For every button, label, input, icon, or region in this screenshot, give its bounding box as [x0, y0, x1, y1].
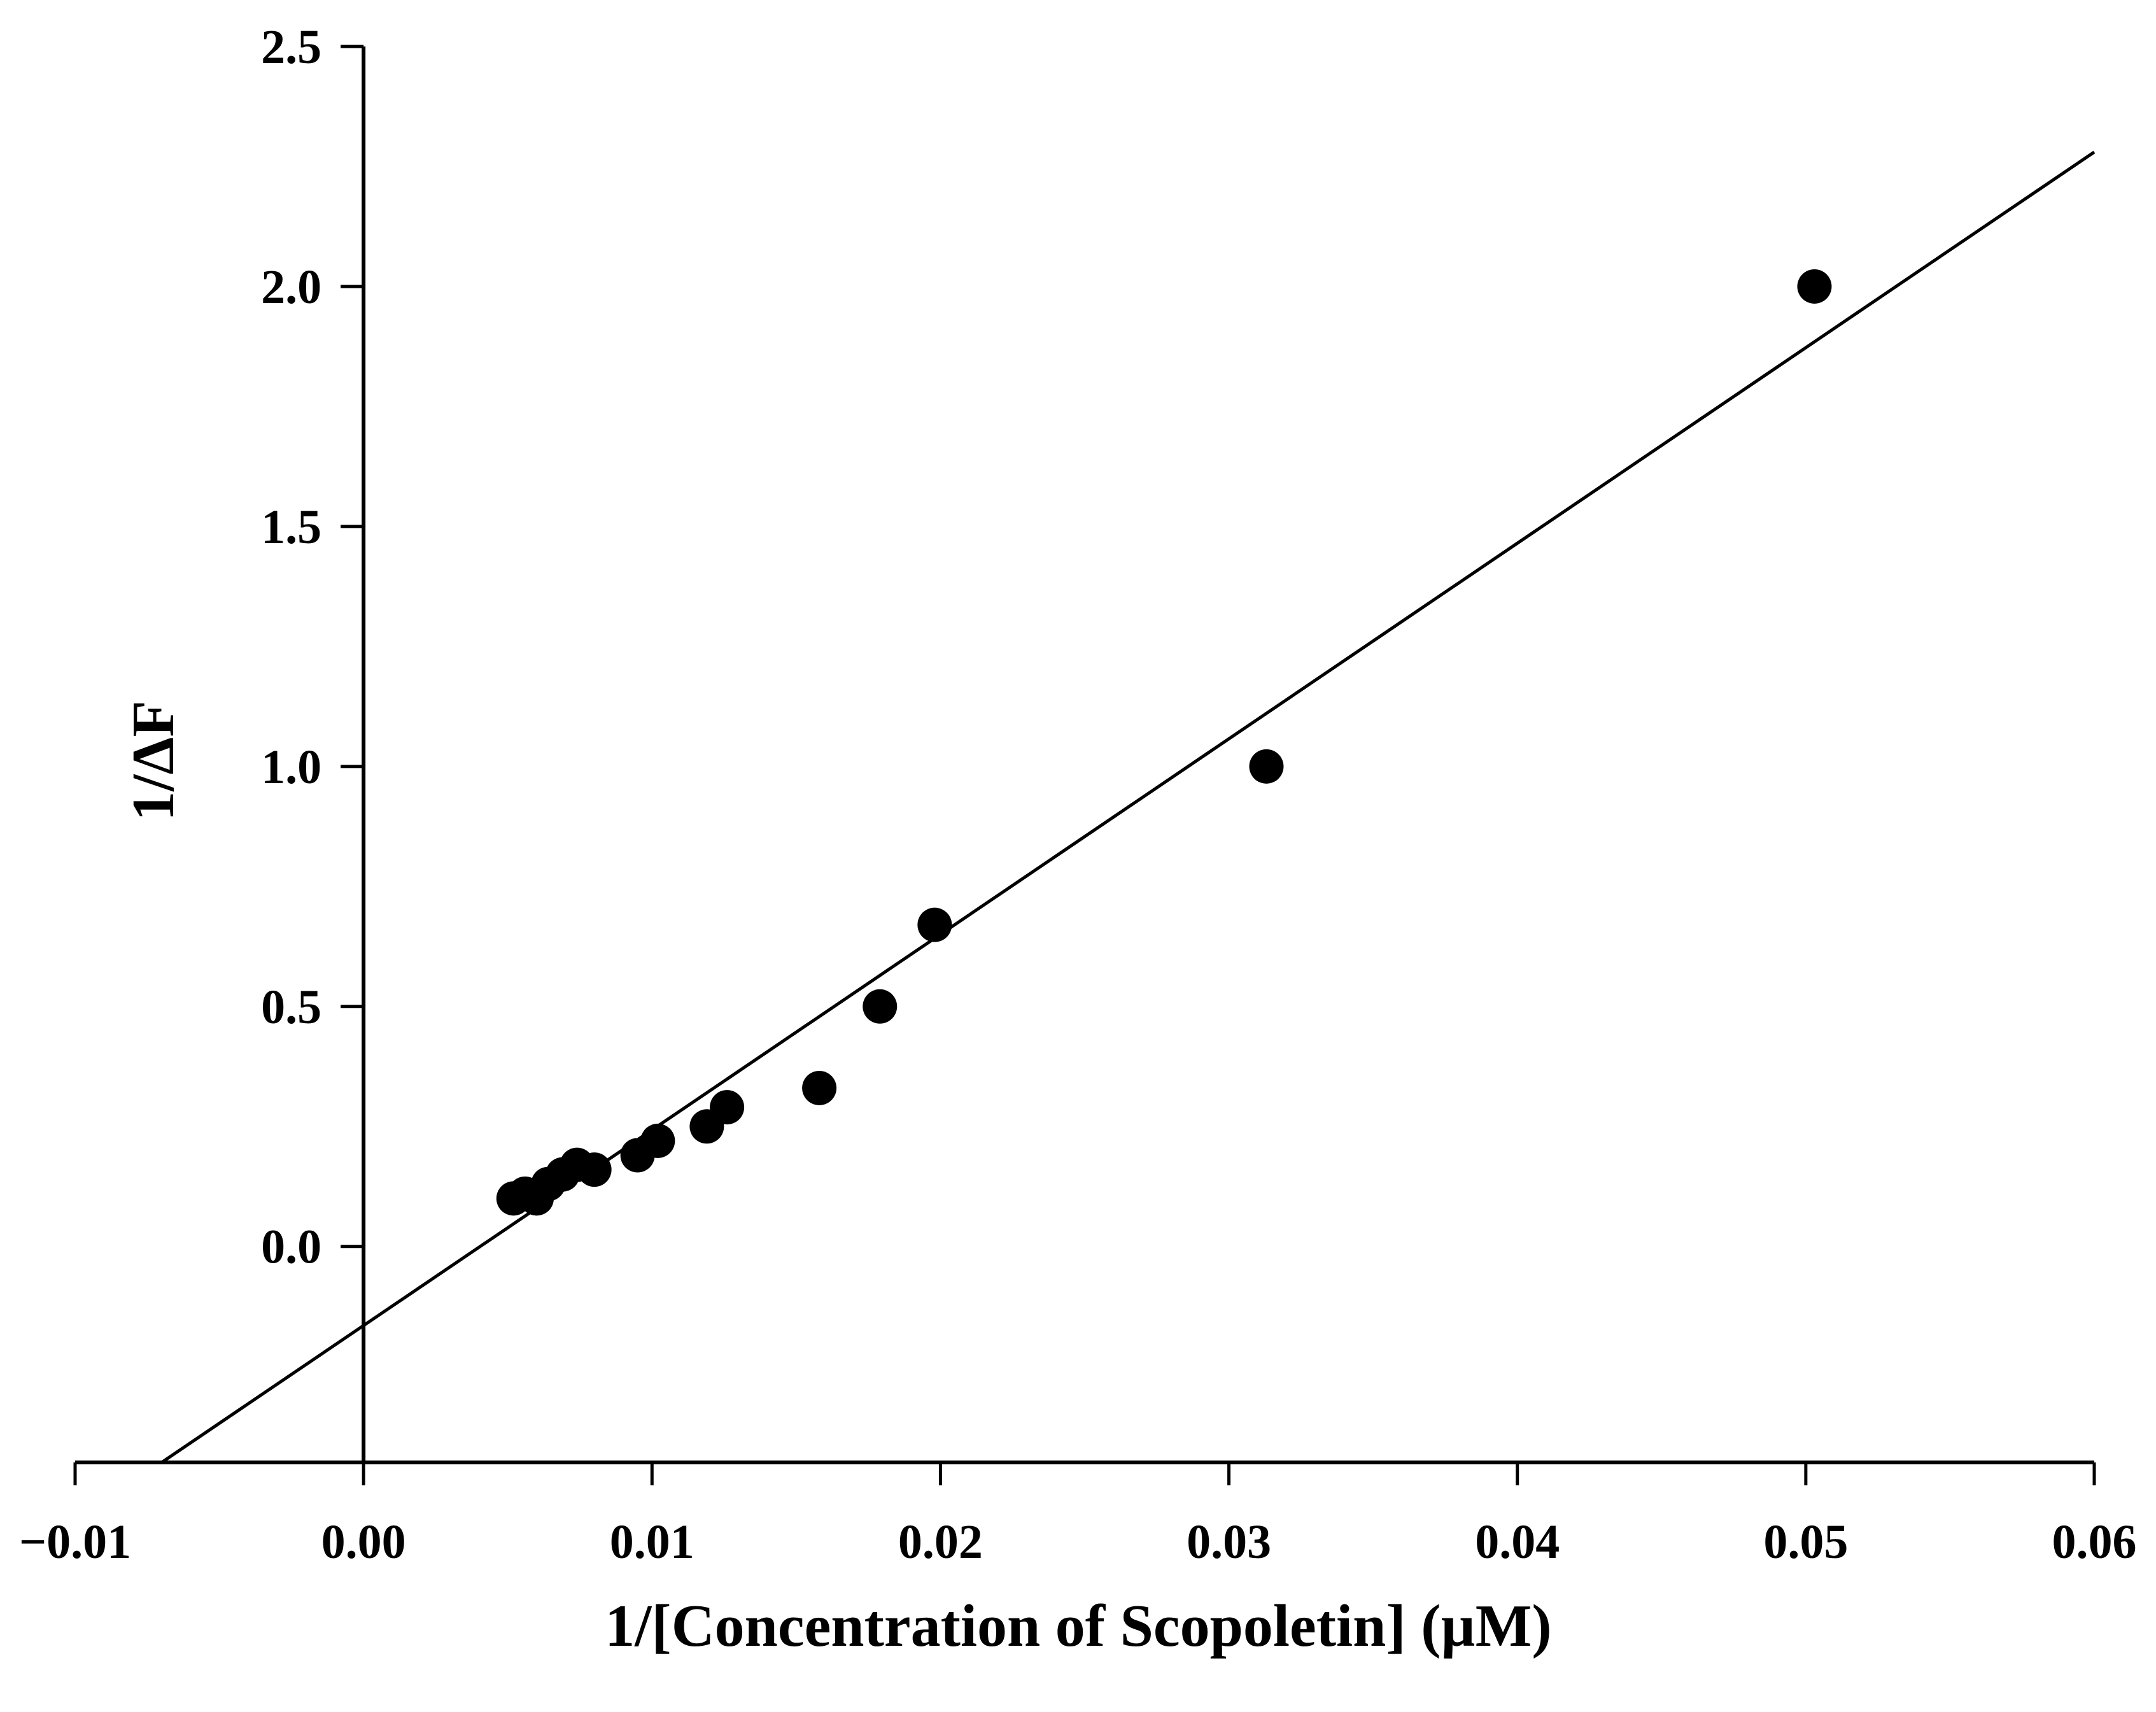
data-point	[1797, 269, 1832, 304]
y-tick-label: 0.0	[261, 1220, 321, 1274]
data-point	[802, 1070, 837, 1105]
y-tick-label: 2.5	[261, 20, 321, 74]
axes-layer	[73, 45, 2096, 1485]
fit-line	[160, 150, 2096, 1464]
y-tick-label: 1.5	[261, 500, 321, 554]
x-tick-label: −0.01	[19, 1515, 131, 1569]
x-tick-label: 0.02	[898, 1515, 983, 1569]
labels-layer: −0.01 0.00 0.01 0.02 0.03 0.04 0.05 0.06 0.0 0.5 1…	[19, 20, 2137, 1569]
x-tick-label: 0.06	[2052, 1515, 2137, 1569]
data-point	[640, 1123, 675, 1158]
y-tick-label: 1.0	[261, 740, 321, 794]
x-tick-label: 0.00	[321, 1515, 406, 1569]
points-layer	[496, 269, 1832, 1216]
x-axis-title: 1/[Concentration of Scopoletin] (µM)	[605, 1593, 1551, 1659]
x-tick-label: 0.05	[1763, 1515, 1848, 1569]
y-axis-title: 1/ΔF	[120, 700, 187, 821]
data-point	[917, 907, 952, 942]
data-point	[863, 989, 898, 1024]
x-tick-label: 0.01	[610, 1515, 694, 1569]
data-point	[710, 1090, 745, 1125]
fit-layer	[160, 150, 2096, 1464]
y-tick-label: 0.5	[261, 980, 321, 1034]
data-point	[577, 1152, 612, 1187]
data-point	[1249, 749, 1284, 784]
x-tick-label: 0.04	[1475, 1515, 1560, 1569]
x-tick-label: 0.03	[1187, 1515, 1271, 1569]
y-tick-label: 2.0	[261, 260, 321, 314]
